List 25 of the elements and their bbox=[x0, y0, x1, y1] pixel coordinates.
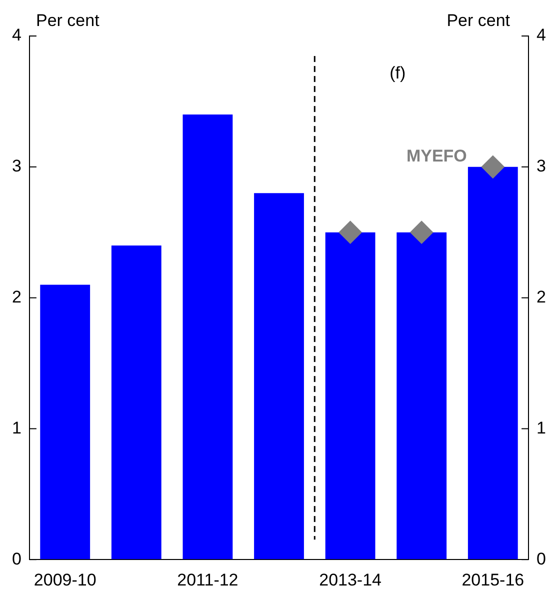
bar bbox=[111, 245, 162, 560]
x-tick-label: 2015-16 bbox=[462, 570, 524, 590]
bar bbox=[396, 232, 447, 560]
y-tick-label: 3 bbox=[12, 156, 22, 176]
bar bbox=[325, 232, 376, 560]
y2-tick-label: 0 bbox=[536, 549, 546, 568]
y-tick-label: 0 bbox=[12, 549, 22, 568]
y2-tick-label: 4 bbox=[536, 26, 546, 45]
y2-axis-title: Per cent bbox=[446, 11, 510, 30]
bar bbox=[468, 166, 518, 560]
bar bbox=[182, 114, 233, 560]
y-tick-label: 2 bbox=[12, 287, 22, 306]
y-axis-title: Per cent bbox=[36, 11, 100, 30]
y2-tick-label: 2 bbox=[536, 287, 546, 306]
x-tick-label: 2009-10 bbox=[34, 570, 96, 590]
y-tick-label: 1 bbox=[12, 418, 22, 438]
x-tick-label: 2013-14 bbox=[319, 570, 382, 590]
annotation: (f) bbox=[390, 64, 406, 83]
bar bbox=[254, 193, 304, 560]
series-label: MYEFO bbox=[406, 146, 467, 166]
y2-tick-label: 1 bbox=[536, 418, 546, 438]
x-tick-label: 2011-12 bbox=[177, 570, 238, 590]
y-tick-label: 4 bbox=[12, 26, 22, 45]
y2-tick-label: 3 bbox=[536, 156, 546, 176]
bar bbox=[40, 284, 90, 560]
